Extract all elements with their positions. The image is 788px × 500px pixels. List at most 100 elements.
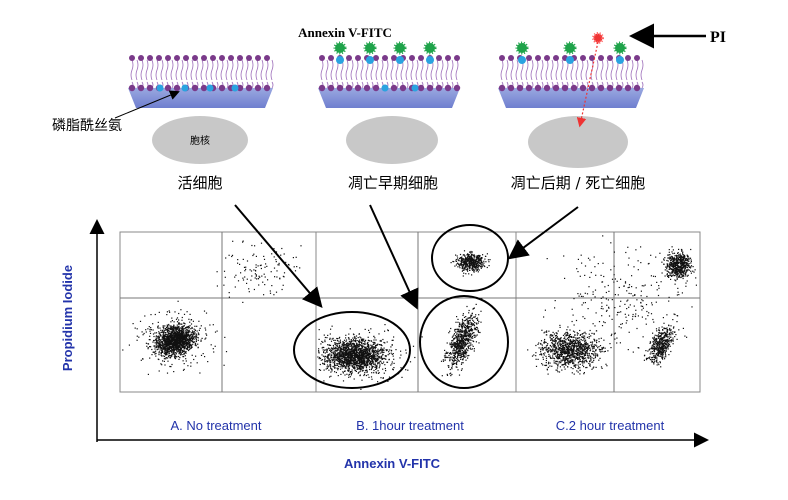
event: [478, 264, 480, 266]
lipid-tail: [160, 59, 164, 89]
event: [173, 345, 175, 347]
event: [141, 331, 143, 333]
event: [258, 284, 260, 286]
event: [333, 339, 335, 341]
event: [175, 330, 178, 332]
event: [183, 344, 185, 346]
event: [451, 343, 453, 345]
event: [471, 268, 473, 270]
event: [376, 354, 378, 356]
event: [375, 368, 377, 370]
event: [326, 364, 329, 366]
event: [240, 272, 242, 274]
event: [157, 336, 159, 338]
event: [476, 262, 478, 264]
event: [566, 350, 568, 353]
event: [465, 319, 467, 321]
event: [159, 342, 161, 344]
event: [383, 347, 385, 349]
event: [357, 359, 359, 361]
event: [162, 340, 164, 342]
event: [573, 336, 575, 338]
event: [170, 354, 173, 356]
event: [461, 349, 463, 352]
event: [175, 341, 177, 343]
lipid-tail: [415, 59, 419, 89]
event: [171, 363, 173, 366]
event: [122, 349, 124, 351]
event: [346, 359, 348, 361]
event: [163, 332, 165, 334]
event: [260, 267, 262, 270]
event: [157, 326, 159, 328]
event: [453, 349, 455, 351]
event: [214, 331, 217, 333]
event: [168, 348, 170, 351]
event: [185, 326, 188, 328]
event: [458, 329, 460, 331]
event: [470, 259, 473, 261]
event: [361, 379, 363, 381]
event: [163, 328, 165, 330]
head: [263, 84, 271, 92]
event: [340, 373, 342, 375]
event: [334, 362, 336, 364]
event: [347, 356, 349, 359]
event: [472, 254, 474, 256]
event: [367, 349, 369, 351]
event: [478, 259, 480, 261]
event: [407, 369, 409, 371]
event: [470, 251, 472, 253]
event: [466, 263, 468, 265]
event: [463, 324, 465, 326]
event: [445, 355, 447, 357]
event: [340, 347, 342, 349]
head: [328, 55, 334, 61]
event: [351, 371, 353, 373]
event: [365, 362, 367, 364]
event: [474, 266, 476, 268]
event: [454, 328, 456, 331]
event: [372, 355, 374, 357]
head: [625, 55, 631, 61]
event: [380, 339, 382, 342]
event: [370, 355, 372, 357]
event: [336, 344, 338, 346]
event: [450, 352, 452, 354]
event: [368, 356, 370, 358]
event: [169, 342, 172, 344]
event: [381, 358, 383, 360]
event: [370, 352, 372, 354]
event: [335, 354, 337, 356]
event: [341, 365, 343, 367]
event: [171, 338, 173, 341]
event: [191, 336, 193, 338]
event: [278, 264, 280, 266]
event: [155, 352, 157, 355]
event: [166, 311, 168, 313]
event: [465, 329, 467, 331]
event: [149, 357, 151, 359]
event: [334, 356, 336, 359]
event: [342, 344, 345, 347]
event: [347, 352, 349, 354]
event: [598, 348, 600, 350]
lipid-tail: [510, 59, 514, 89]
event: [468, 338, 470, 340]
event: [464, 259, 466, 261]
event: [170, 339, 172, 341]
event: [458, 347, 460, 349]
event: [176, 346, 178, 348]
event: [213, 351, 215, 353]
event: [470, 334, 472, 336]
event: [329, 376, 331, 378]
event: [344, 358, 346, 360]
event: [455, 362, 457, 364]
lipid-tail: [140, 59, 144, 89]
event: [363, 355, 365, 358]
event: [480, 258, 482, 260]
event: [359, 349, 361, 351]
event: [361, 347, 364, 349]
event: [385, 350, 388, 352]
event: [440, 360, 443, 362]
